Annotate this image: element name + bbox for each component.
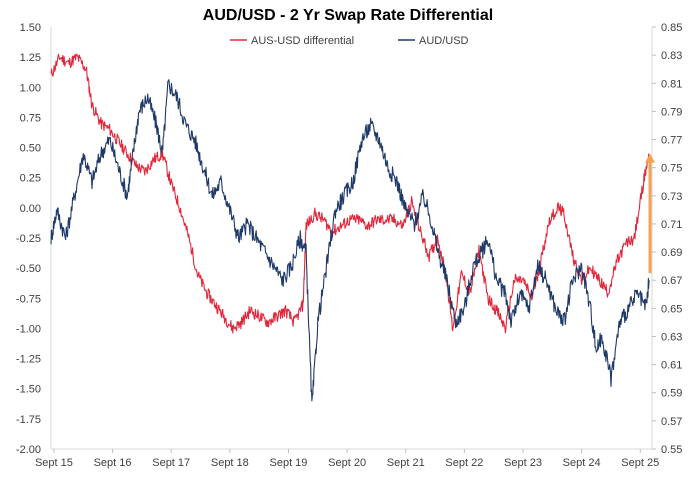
right-tick-label: 0.57 [661, 416, 682, 428]
left-tick-label: -2.00 [16, 444, 41, 456]
right-tick-label: 0.71 [661, 219, 682, 231]
left-tick-label: -1.25 [16, 354, 41, 366]
right-tick-label: 0.73 [661, 191, 682, 203]
right-tick-label: 0.85 [661, 22, 682, 34]
left-tick-label: 0.50 [20, 143, 41, 155]
x-tick-label: Sept 21 [387, 457, 425, 469]
left-tick-label: 1.50 [20, 22, 41, 34]
plot-area: 1.50 1.25 1.00 0.75 0.50 0.25 0.00 -0.25 -0.50 -0… [16, 22, 683, 469]
right-tick-label: 0.61 [661, 360, 682, 372]
chart-title: AUD/USD - 2 Yr Swap Rate Differential [203, 7, 493, 24]
left-tick-label: 0.75 [20, 112, 41, 124]
annotation-layer [645, 153, 655, 274]
left-tick-label: -0.50 [16, 263, 41, 275]
x-tick-label: Sept 17 [152, 457, 190, 469]
x-axis-ticks: Sept 15 Sept 16 Sept 17 Sept 18 Sept 19 Sept … [35, 449, 659, 469]
left-tick-label: -1.50 [16, 384, 41, 396]
x-tick-label: Sept 25 [621, 457, 659, 469]
series-line-audusd [50, 79, 650, 402]
legend: AUS-USD differential AUD/USD [230, 35, 469, 47]
right-tick-label: 0.67 [661, 275, 682, 287]
right-tick-label: 0.63 [661, 331, 682, 343]
x-tick-label: Sept 23 [504, 457, 542, 469]
arrow-head [645, 153, 655, 163]
right-tick-label: 0.79 [661, 106, 682, 118]
x-tick-label: Sept 15 [35, 457, 73, 469]
left-tick-label: -1.00 [16, 323, 41, 335]
left-tick-label: -1.75 [16, 414, 41, 426]
right-tick-label: 0.59 [661, 388, 682, 400]
series-layer [50, 53, 650, 402]
right-tick-label: 0.65 [661, 303, 682, 315]
left-tick-label: 1.25 [20, 52, 41, 64]
legend-label-audusd: AUD/USD [419, 35, 469, 47]
right-tick-label: 0.81 [661, 78, 682, 90]
right-tick-label: 0.55 [661, 444, 682, 456]
left-tick-label: 0.00 [20, 203, 41, 215]
x-tick-label: Sept 22 [445, 457, 483, 469]
right-axis-ticks: 0.85 0.83 0.81 0.79 0.77 0.75 0.73 0.71 0.69 0.67… [652, 22, 682, 456]
left-tick-label: 1.00 [20, 82, 41, 94]
left-tick-label: 0.25 [20, 173, 41, 185]
right-tick-label: 0.83 [661, 50, 682, 62]
left-tick-label: -0.25 [16, 233, 41, 245]
x-tick-label: Sept 24 [563, 457, 601, 469]
x-tick-label: Sept 18 [211, 457, 249, 469]
series-line-differential [50, 53, 650, 334]
x-tick-label: Sept 19 [270, 457, 308, 469]
x-tick-label: Sept 16 [94, 457, 132, 469]
left-axis-ticks: 1.50 1.25 1.00 0.75 0.50 0.25 0.00 -0.25 -0.50 -0… [16, 22, 41, 456]
right-tick-label: 0.75 [661, 163, 682, 175]
x-tick-label: Sept 20 [328, 457, 366, 469]
right-tick-label: 0.77 [661, 135, 682, 147]
right-tick-label: 0.69 [661, 247, 682, 259]
legend-label-differential: AUS-USD differential [251, 35, 354, 47]
left-tick-label: -0.75 [16, 293, 41, 305]
